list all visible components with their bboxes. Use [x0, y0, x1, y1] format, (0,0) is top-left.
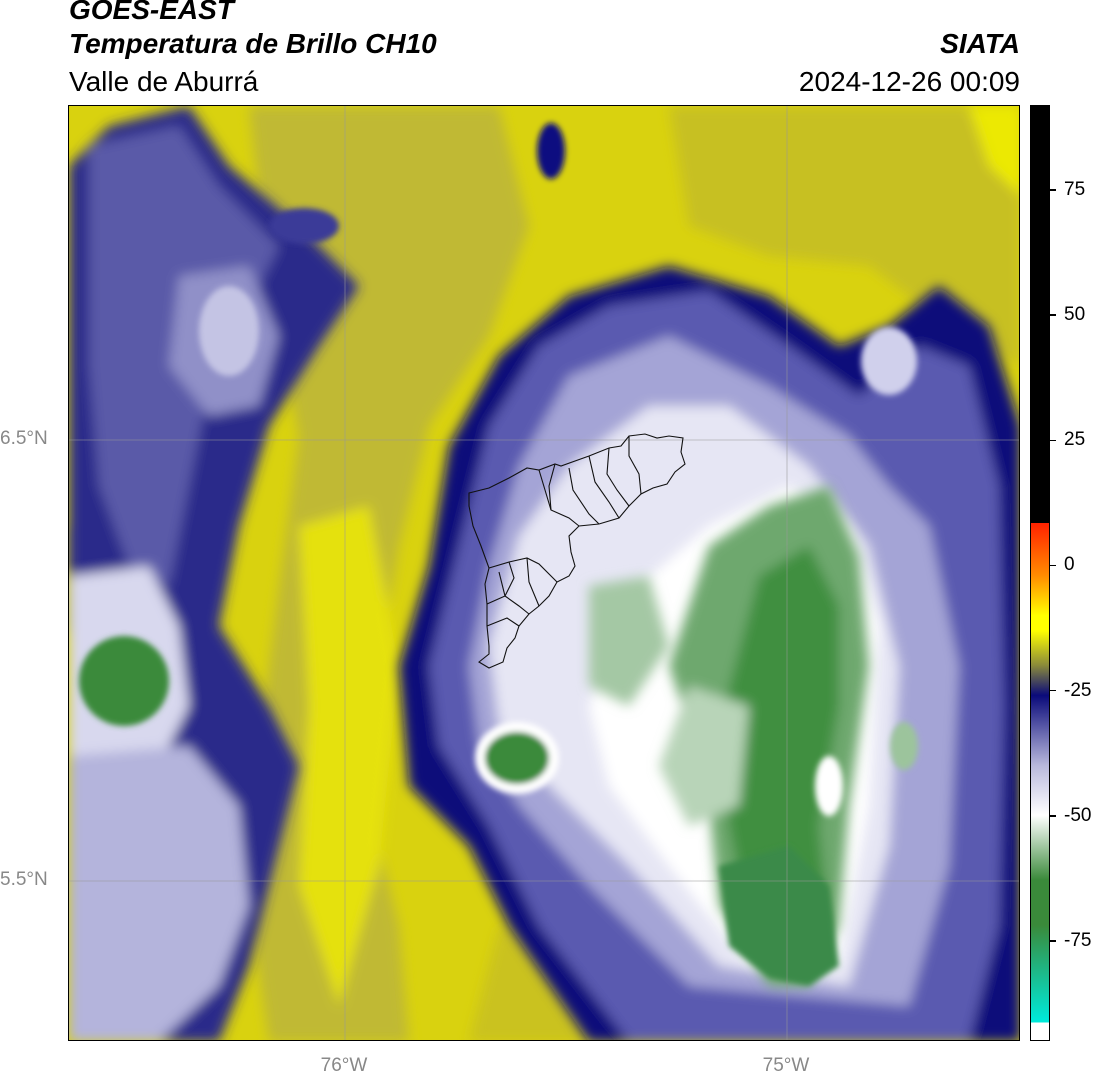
map-raster	[69, 106, 1019, 1040]
satellite-title: GOES-EAST	[69, 0, 234, 25]
colorbar-tick-label: -75	[1064, 929, 1092, 951]
agency-title: SIATA	[940, 28, 1020, 59]
colorbar	[1030, 105, 1050, 1041]
lat-label-north: 6.5°N	[0, 428, 48, 449]
region-title: Valle de Aburrá	[69, 66, 259, 97]
datetime-label: 2024-12-26 00:09	[798, 66, 1020, 97]
colorbar-tick	[1050, 314, 1056, 316]
lat-label-south: 5.5°N	[0, 869, 48, 890]
colorbar-tick-label: -25	[1064, 679, 1092, 701]
colorbar-tick	[1050, 815, 1056, 817]
lon-label-west: 76°W	[320, 1055, 368, 1076]
colorbar-tick-label: 75	[1064, 179, 1086, 201]
product-title: Temperatura de Brillo CH10	[69, 28, 437, 59]
colorbar-tick	[1050, 439, 1056, 442]
colorbar-tick	[1050, 689, 1056, 692]
lon-label-east: 75°W	[762, 1055, 810, 1076]
municipality-boundaries	[468, 433, 686, 669]
satellite-map[interactable]	[68, 105, 1020, 1041]
colorbar-tick-label: 0	[1064, 554, 1075, 576]
colorbar-tick	[1050, 189, 1056, 191]
colorbar-tick-label: 50	[1064, 304, 1086, 326]
colorbar-tick-label: 25	[1064, 429, 1086, 451]
colorbar-tick-label: -50	[1064, 804, 1092, 826]
graticule	[69, 106, 1019, 1040]
colorbar-tick	[1050, 940, 1056, 942]
colorbar-tick	[1050, 564, 1056, 567]
